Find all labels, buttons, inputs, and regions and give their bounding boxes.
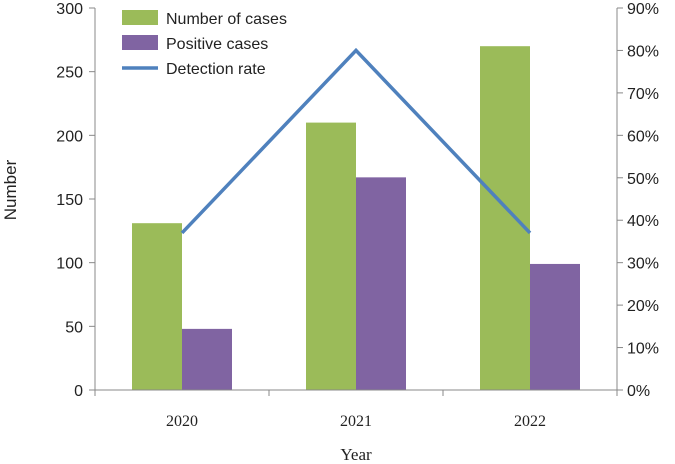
bar-2020-cases	[132, 223, 182, 390]
legend-label: Positive cases	[166, 36, 268, 53]
x-tick-label: 2021	[340, 413, 372, 430]
line-layer	[180, 47, 532, 235]
y-tick-label: 50	[65, 319, 83, 336]
legend-label: Detection rate	[166, 61, 266, 78]
y2-tick-label: 90%	[627, 1, 659, 18]
bars-layer	[132, 46, 580, 390]
y2-tick-label: 40%	[627, 213, 659, 230]
x-axis-title: Year	[340, 445, 372, 464]
bar-2020-positive	[182, 328, 232, 390]
y2-tick-label: 30%	[627, 256, 659, 273]
legend-label: Number of cases	[166, 11, 287, 28]
y2-tick-label: 60%	[627, 128, 659, 145]
y-tick-label: 300	[56, 1, 83, 18]
y-tick-label: 100	[56, 256, 83, 273]
y2-tick-label: 20%	[627, 298, 659, 315]
y2-tick-label: 0%	[627, 383, 650, 400]
y-tick-label: 0	[74, 383, 83, 400]
y-tick-label: 250	[56, 65, 83, 82]
y2-tick-label: 50%	[627, 171, 659, 188]
legend: Number of cases Positive cases Detection r…	[122, 10, 287, 78]
bar-2022-positive	[530, 263, 580, 390]
y2-tick-label: 80%	[627, 43, 659, 60]
y2-tick-label: 10%	[627, 341, 659, 358]
bar-2021-positive	[356, 177, 406, 390]
axes-layer: 0 50 100 150 200 250 300 0% 10% 20% 30% 40% 50% 60% 70…	[56, 1, 659, 430]
y-tick-label: 200	[56, 128, 83, 145]
bar-2022-cases	[480, 46, 530, 390]
x-tick-label: 2020	[166, 413, 198, 430]
y2-tick-label: 70%	[627, 86, 659, 103]
y-tick-label: 150	[56, 192, 83, 209]
x-tick-label: 2022	[514, 413, 546, 430]
legend-swatch-1	[122, 35, 158, 50]
bar-2021-cases	[306, 122, 356, 390]
legend-swatch-0	[122, 10, 158, 25]
y-axis-title: Number	[1, 159, 20, 220]
